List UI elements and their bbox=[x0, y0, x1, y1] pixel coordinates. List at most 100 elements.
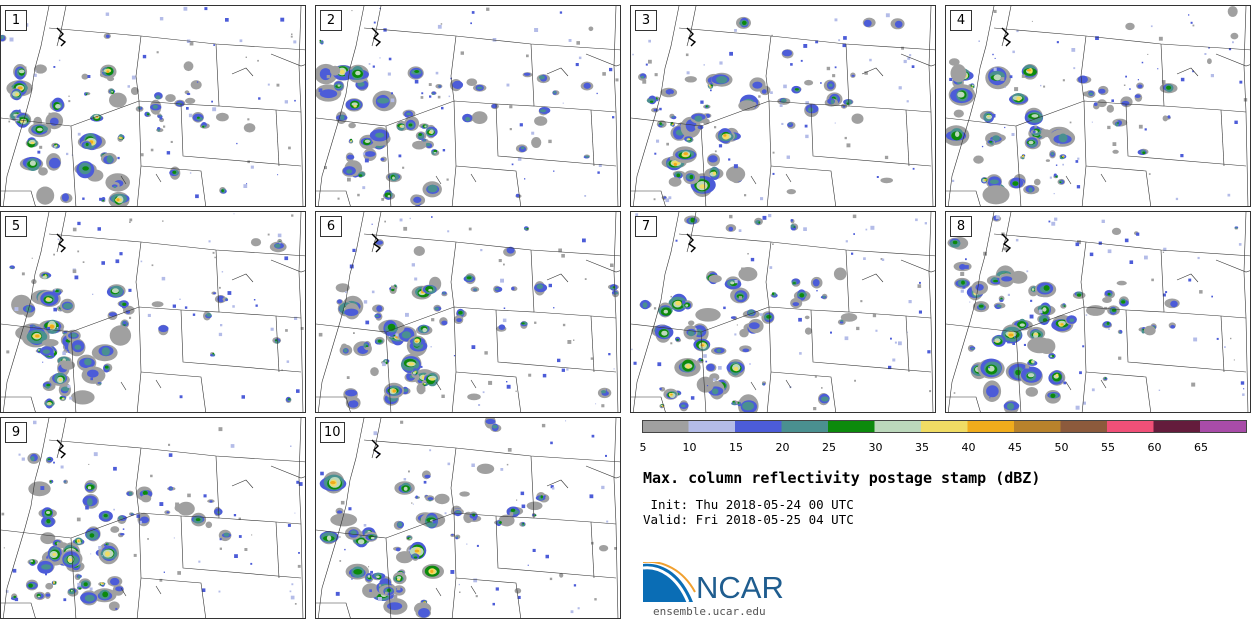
echo-speck bbox=[1012, 50, 1015, 54]
echo-cell bbox=[984, 179, 987, 181]
echo-cell bbox=[131, 512, 134, 515]
echo-cell bbox=[330, 65, 341, 76]
echo-speck bbox=[733, 164, 738, 169]
echo-speck bbox=[466, 543, 468, 545]
echo-speck bbox=[927, 350, 931, 354]
echo-cell bbox=[38, 167, 48, 176]
map-boundary-line bbox=[1065, 175, 1072, 185]
echo-speck bbox=[213, 44, 215, 46]
colorbar-tick-label: 5 bbox=[639, 441, 647, 454]
echo-cell bbox=[1027, 373, 1035, 378]
map-boundary-line bbox=[450, 35, 457, 102]
echo-cell bbox=[1064, 305, 1066, 307]
echo-speck bbox=[1075, 160, 1079, 163]
echo-speck bbox=[892, 358, 896, 362]
echo-speck bbox=[492, 38, 497, 42]
echo-cell bbox=[415, 340, 418, 343]
echo-speck bbox=[175, 502, 180, 507]
echo-speck bbox=[1031, 20, 1033, 22]
echo-cell bbox=[1107, 292, 1111, 296]
echo-speck bbox=[102, 70, 104, 72]
echo-speck bbox=[286, 360, 290, 363]
map-boundary-line bbox=[363, 233, 620, 257]
echo-speck bbox=[1227, 193, 1231, 197]
echo-speck bbox=[1204, 53, 1207, 55]
echo-speck bbox=[772, 172, 775, 175]
echo-speck bbox=[284, 100, 288, 104]
map-boundary-line bbox=[120, 381, 127, 391]
echo-speck bbox=[365, 320, 370, 325]
echo-speck bbox=[77, 250, 80, 253]
echo-speck bbox=[1091, 121, 1093, 123]
echo-speck bbox=[348, 507, 352, 511]
echo-cell bbox=[1051, 152, 1054, 156]
echo-speck bbox=[1129, 260, 1134, 264]
echo-speck bbox=[60, 327, 64, 331]
echo-speck bbox=[610, 263, 614, 267]
echo-speck bbox=[969, 301, 971, 303]
echo-speck bbox=[294, 603, 297, 605]
echo-speck bbox=[450, 570, 455, 574]
echo-cell bbox=[106, 70, 110, 73]
echo-cell bbox=[441, 320, 448, 326]
echo-cell bbox=[730, 316, 736, 319]
echo-speck bbox=[506, 384, 511, 389]
colorbar-tick-label: 20 bbox=[775, 441, 790, 454]
echo-speck bbox=[290, 445, 292, 447]
echo-cell bbox=[661, 330, 668, 336]
echo-speck bbox=[201, 588, 206, 592]
echo-speck bbox=[653, 307, 657, 310]
echo-cell bbox=[42, 349, 51, 354]
echo-speck bbox=[1148, 173, 1151, 175]
echo-cell bbox=[108, 312, 117, 317]
echo-speck bbox=[814, 375, 817, 378]
echo-cell bbox=[989, 179, 999, 185]
echo-cell bbox=[355, 70, 361, 76]
echo-speck bbox=[561, 368, 565, 372]
echo-speck bbox=[846, 143, 851, 148]
echo-speck bbox=[1007, 293, 1010, 296]
echo-speck bbox=[534, 28, 539, 32]
echo-speck bbox=[251, 534, 253, 536]
echo-cell bbox=[526, 227, 529, 230]
echo-speck bbox=[442, 149, 446, 152]
echo-speck bbox=[1023, 343, 1026, 346]
echo-cell bbox=[109, 92, 127, 108]
echo-speck bbox=[9, 87, 13, 90]
echo-speck bbox=[54, 288, 56, 291]
map-boundary-line bbox=[275, 521, 280, 579]
echo-speck bbox=[238, 517, 241, 520]
echo-speck bbox=[595, 403, 597, 405]
colorbar-segment bbox=[1200, 420, 1247, 433]
echo-speck bbox=[718, 144, 723, 148]
echo-speck bbox=[1082, 345, 1085, 348]
echo-cell bbox=[511, 286, 515, 291]
echo-cell bbox=[102, 591, 109, 598]
echo-cell bbox=[982, 185, 1010, 205]
echo-cell bbox=[30, 141, 35, 145]
echo-speck bbox=[842, 43, 846, 48]
echo-cell bbox=[49, 324, 55, 329]
echo-cell bbox=[438, 85, 441, 87]
echo-speck bbox=[1230, 337, 1232, 340]
echo-speck bbox=[597, 171, 600, 174]
map-boundary-line bbox=[1243, 212, 1249, 412]
echo-speck bbox=[97, 227, 101, 231]
echo-cell bbox=[990, 142, 994, 145]
echo-speck bbox=[388, 57, 392, 61]
echo-cell bbox=[87, 486, 92, 490]
echo-speck bbox=[219, 286, 221, 289]
echo-speck bbox=[454, 86, 456, 89]
echo-speck bbox=[430, 346, 432, 348]
echo-speck bbox=[1141, 61, 1144, 64]
echo-cell bbox=[1062, 155, 1064, 158]
echo-cell bbox=[10, 267, 13, 269]
echo-speck bbox=[1239, 80, 1243, 84]
echo-cell bbox=[105, 543, 108, 545]
echo-cell bbox=[640, 75, 645, 79]
echo-cell bbox=[413, 196, 422, 203]
echo-speck bbox=[186, 107, 189, 110]
map-boundary-line bbox=[270, 259, 305, 273]
echo-cell bbox=[87, 498, 93, 506]
echo-speck bbox=[40, 486, 45, 490]
